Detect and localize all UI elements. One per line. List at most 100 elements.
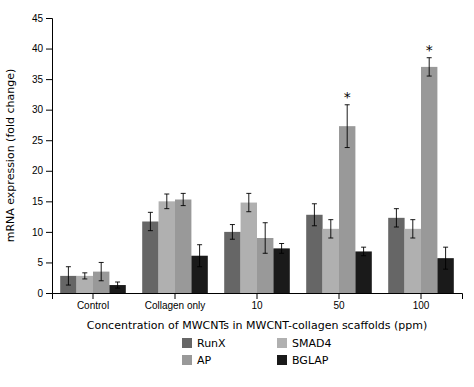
- series-errors: [99, 58, 432, 281]
- legend-swatch: [277, 338, 287, 348]
- y-tick: 0: [37, 288, 52, 299]
- y-tick-mark: [46, 262, 52, 263]
- error-bar: [410, 220, 415, 238]
- x-tick-label: 50: [333, 300, 345, 311]
- error-bar: [197, 245, 202, 267]
- series-bars: [77, 201, 421, 293]
- y-tick: 5: [37, 257, 52, 268]
- y-tick-mark: [46, 18, 52, 19]
- legend-item: RunX: [182, 337, 226, 350]
- error-bar: [443, 247, 448, 269]
- x-tick-mark: [93, 293, 94, 299]
- error-bar: [82, 273, 87, 279]
- error-bar: [148, 212, 153, 230]
- annotations: **: [344, 42, 433, 105]
- x-axis-title: Concentration of MWCNTs in MWCNT-collage…: [87, 319, 428, 332]
- y-tick-label: 35: [32, 74, 44, 85]
- annotation: *: [344, 89, 351, 105]
- y-tick-label: 25: [32, 135, 44, 146]
- y-tick-label: 5: [37, 257, 43, 268]
- legend-label: SMAD4: [292, 337, 331, 350]
- x-tick: 10: [251, 293, 263, 311]
- y-axis-line: [46, 19, 53, 294]
- y-tick-mark: [46, 110, 52, 111]
- bar: [421, 67, 437, 293]
- bar: [224, 232, 240, 293]
- y-tick-label: 15: [32, 196, 44, 207]
- error-bar: [328, 220, 333, 238]
- legend-label: BGLAP: [292, 354, 329, 367]
- y-tick: 10: [32, 227, 52, 238]
- error-bar: [99, 262, 104, 280]
- y-tick-mark: [46, 293, 52, 294]
- bar: [339, 126, 355, 293]
- error-bar: [181, 193, 186, 205]
- y-axis-title: mRNA expression (fold change): [4, 69, 17, 243]
- y-axis: 0 5 10 15 20 25 30 35 40 45: [32, 13, 53, 299]
- x-tick-label: 10: [251, 300, 263, 311]
- y-tick-mark: [46, 201, 52, 202]
- error-bar: [66, 267, 71, 285]
- bar: [323, 229, 339, 293]
- x-tick-mark: [175, 293, 176, 299]
- legend-swatch: [277, 355, 287, 365]
- x-tick: 100: [413, 293, 430, 311]
- bar: [355, 251, 371, 293]
- series-errors: [115, 244, 448, 289]
- y-tick-label: 10: [32, 227, 44, 238]
- y-tick: 45: [32, 13, 52, 24]
- bar: [241, 203, 257, 293]
- legend-label: RunX: [197, 337, 226, 350]
- bar: [388, 218, 404, 293]
- bar: [142, 222, 158, 294]
- y-tick-mark: [46, 171, 52, 172]
- annotation: *: [426, 42, 433, 58]
- y-tick: 20: [32, 165, 52, 176]
- y-tick-label: 45: [32, 13, 44, 24]
- y-tick: 15: [32, 196, 52, 207]
- error-bar: [312, 204, 317, 226]
- x-tick: Collagen only: [145, 293, 206, 311]
- legend-item: AP: [182, 354, 212, 367]
- error-bar: [263, 223, 268, 254]
- series-bars: [109, 248, 453, 293]
- y-tick-label: 20: [32, 165, 44, 176]
- x-tick-mark: [339, 293, 340, 299]
- x-tick-mark: [257, 293, 258, 299]
- y-tick-mark: [46, 232, 52, 233]
- bar: [306, 215, 322, 293]
- y-tick-label: 0: [37, 288, 43, 299]
- error-bar: [361, 247, 366, 256]
- error-bar: [427, 58, 432, 76]
- error-bar: [345, 105, 350, 148]
- y-tick-mark: [46, 140, 52, 141]
- marks: [60, 58, 454, 293]
- y-tick-label: 40: [32, 43, 44, 54]
- legend-swatch: [182, 338, 192, 348]
- x-tick-label: Control: [77, 300, 109, 311]
- legend-swatch: [182, 355, 192, 365]
- x-tick-label: Collagen only: [145, 300, 206, 311]
- error-bar: [394, 209, 399, 227]
- y-tick-mark: [46, 49, 52, 50]
- x-tick-mark: [421, 293, 422, 299]
- chart: 0 5 10 15 20 25 30 35 40 45 Control Collagen only 10…: [0, 0, 474, 387]
- y-tick: 40: [32, 43, 52, 54]
- error-bar: [115, 282, 120, 288]
- legend-item: SMAD4: [277, 337, 331, 350]
- bar: [159, 201, 175, 293]
- legend-item: BGLAP: [277, 354, 329, 367]
- error-bar: [279, 244, 284, 254]
- y-tick: 35: [32, 74, 52, 85]
- x-tick-label: 100: [413, 300, 430, 311]
- bar: [405, 229, 421, 293]
- legend-label: AP: [197, 354, 212, 367]
- error-bar: [164, 194, 169, 209]
- y-tick: 30: [32, 104, 52, 115]
- x-tick: Control: [77, 293, 109, 311]
- x-axis: Control Collagen only 10 50 100: [53, 293, 463, 311]
- plot: 0 5 10 15 20 25 30 35 40 45 Control Collagen only 10…: [32, 13, 463, 311]
- legend: RunX SMAD4 AP BGLAP: [182, 337, 331, 367]
- y-tick-label: 30: [32, 104, 44, 115]
- x-axis-line: [53, 294, 463, 300]
